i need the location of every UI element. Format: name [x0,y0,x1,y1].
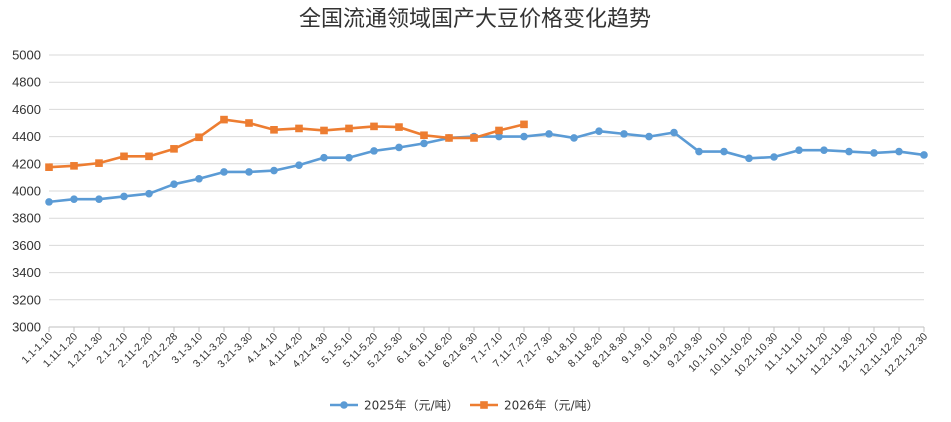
data-point [870,149,878,157]
data-point [320,126,328,135]
data-point [770,153,778,161]
chart-title: 全国流通领域国产大豆价格变化趋势 [299,7,651,32]
data-point [170,145,178,153]
y-tick-label: 5000 [12,48,41,63]
data-point [220,168,228,176]
data-point [570,134,578,142]
data-point [95,159,103,167]
data-point [295,161,303,169]
y-tick-label: 3400 [12,265,41,280]
data-point [220,115,228,124]
y-axis: 3000 3200 3400 3600 3800 4000 4200 4400 4600 4800… [12,48,41,335]
data-point [295,124,303,133]
data-point [195,174,203,183]
data-point [620,130,628,138]
data-point [245,168,253,176]
data-point [895,147,903,156]
legend-item: 2026年（元/吨） [470,399,599,413]
data-point [245,119,253,127]
data-point [395,123,403,131]
legend-item: 2025年（元/吨） [330,399,459,413]
data-point [170,180,178,188]
data-point [70,162,78,170]
data-point [370,147,378,155]
legend: 2025年（元/吨） 2026年（元/吨） [330,399,599,413]
data-point [45,163,53,171]
data-point [595,127,603,135]
data-point [195,133,203,142]
y-tick-label: 3200 [12,292,41,307]
y-tick-label: 4200 [12,156,41,171]
data-point [420,139,428,148]
y-tick-label: 4600 [12,102,41,117]
series-2 [45,115,528,171]
data-point [395,143,403,152]
series-1 [45,127,928,206]
data-point [70,195,78,203]
data-point [845,147,853,156]
data-point [370,122,378,131]
data-point [720,147,728,156]
data-point [545,130,553,138]
y-tick-label: 4400 [12,129,41,144]
data-point [95,195,103,203]
y-tick-label: 4800 [12,75,41,90]
series-line [48,129,925,204]
y-tick-label: 3000 [12,320,41,335]
data-point [445,134,453,142]
series-line [48,118,525,169]
legend-marker [480,401,488,409]
data-point [145,189,153,198]
x-axis: 1.1-1.101.11-1.201.21-1.302.1-2.102.11-2… [19,326,930,379]
data-point [120,152,128,161]
series-lines [45,115,928,206]
gridlines [49,54,924,328]
data-point [645,132,653,141]
data-point [345,124,353,133]
data-point [270,126,278,134]
data-point [320,153,328,162]
data-point [120,192,128,201]
data-point [695,147,703,156]
data-point [745,154,753,163]
data-point [495,126,503,135]
data-point [520,120,528,129]
y-tick-label: 3600 [12,238,41,253]
y-tick-label: 3800 [12,211,41,226]
data-point [345,153,353,162]
legend-label: 2025年（元/吨） [364,399,459,413]
data-point [145,152,153,161]
data-point [820,146,828,154]
legend-label: 2026年（元/吨） [504,399,599,413]
data-point [270,166,278,175]
legend-marker [340,401,348,409]
data-point [520,132,528,141]
data-point [795,146,803,154]
data-point [470,134,478,142]
data-point [920,151,928,159]
y-tick-label: 4000 [12,184,41,199]
data-point [670,128,678,137]
data-point [420,131,428,140]
data-point [495,132,503,141]
data-point [45,198,53,206]
